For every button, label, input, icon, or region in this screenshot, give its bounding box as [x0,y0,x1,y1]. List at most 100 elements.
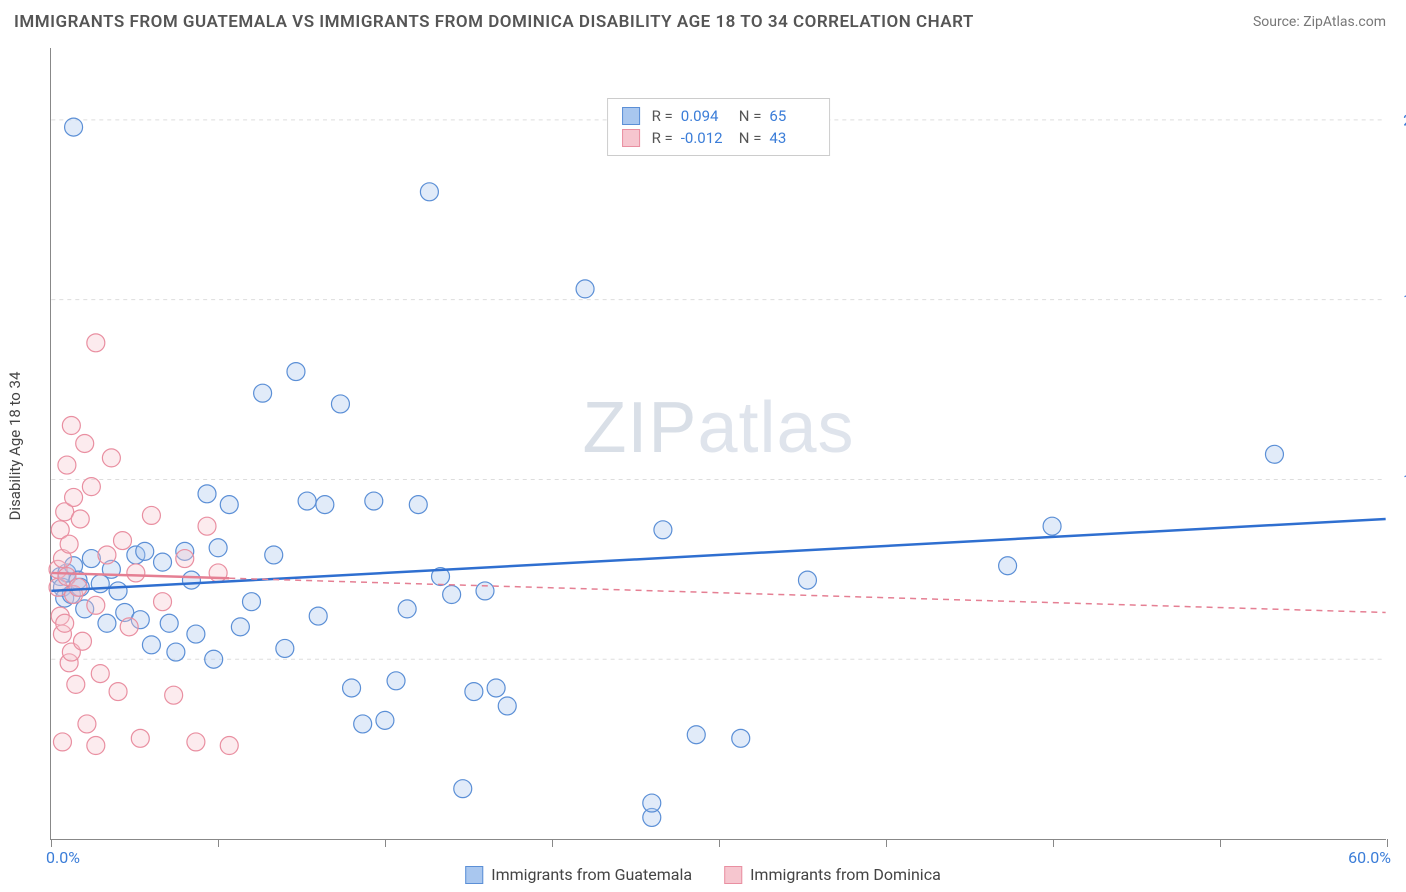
data-point [205,650,223,668]
stats-row-dominica: R = -0.012 N = 43 [622,127,816,149]
legend-label-dominica: Immigrants from Dominica [750,865,941,884]
x-tick [719,839,720,847]
x-tick [552,839,553,847]
data-point [732,729,750,747]
data-point [420,183,438,201]
source-credit: Source: ZipAtlas.com [1253,14,1386,30]
data-point [1265,445,1283,463]
n-label: N = [739,107,762,125]
series-legend: Immigrants from Guatemala Immigrants fro… [465,865,941,884]
legend-item-dominica: Immigrants from Dominica [724,865,941,884]
swatch-dominica [622,129,640,147]
chart-title: IMMIGRANTS FROM GUATEMALA VS IMMIGRANTS … [14,12,974,32]
data-point [73,632,91,650]
y-tick-label: 5.0% [1391,651,1406,670]
legend-item-guatemala: Immigrants from Guatemala [465,865,692,884]
data-point [209,539,227,557]
data-point [687,726,705,744]
data-point [576,280,594,298]
trend-line [51,519,1385,591]
data-point [82,478,100,496]
data-point [198,485,216,503]
x-tick [385,839,386,847]
data-point [220,737,238,755]
r-label: R = [652,107,673,125]
data-point [643,794,661,812]
data-point [98,614,116,632]
data-point [69,578,87,596]
data-point [231,618,249,636]
x-axis-max-label: 60.0% [1348,848,1391,867]
data-point [62,417,80,435]
data-point [454,780,472,798]
data-point [387,672,405,690]
swatch-dominica [724,866,742,884]
x-tick [886,839,887,847]
legend-label-guatemala: Immigrants from Guatemala [491,865,692,884]
data-point [798,571,816,589]
data-point [114,532,132,550]
data-point [142,506,160,524]
data-point [443,586,461,604]
data-point [1043,517,1061,535]
data-point [187,733,205,751]
data-point [254,384,272,402]
r-value-guatemala: 0.094 [681,107,727,125]
y-axis-label: Disability Age 18 to 34 [6,372,24,521]
data-point [365,492,383,510]
data-point [498,697,516,715]
stats-legend: R = 0.094 N = 65 R = -0.012 N = 43 [607,98,831,156]
data-point [220,496,238,514]
data-point [154,593,172,611]
r-label: R = [652,129,673,147]
data-point [65,118,83,136]
data-point [160,614,178,632]
data-point [287,363,305,381]
data-point [142,636,160,654]
data-point [53,733,71,751]
data-point [243,593,261,611]
data-point [465,683,483,701]
plot-area: ZIPatlas R = 0.094 N = 65 R = -0.012 N =… [50,48,1386,840]
data-point [354,715,372,733]
data-point [187,625,205,643]
y-tick-label: 10.0% [1391,471,1406,490]
data-point [476,582,494,600]
data-point [316,496,334,514]
data-point [67,675,85,693]
data-point [176,550,194,568]
data-point [120,618,138,636]
data-point [265,546,283,564]
n-value-dominica: 43 [769,129,815,147]
data-point [999,557,1017,575]
data-point [182,571,200,589]
data-point [87,596,105,614]
data-point [98,546,116,564]
n-value-guatemala: 65 [769,107,815,125]
r-value-dominica: -0.012 [681,129,727,147]
x-tick [51,839,52,847]
x-tick [218,839,219,847]
data-point [71,510,89,528]
data-point [165,686,183,704]
x-tick [1387,839,1388,847]
data-point [87,737,105,755]
data-point [65,488,83,506]
data-point [309,607,327,625]
data-point [276,639,294,657]
data-point [398,600,416,618]
data-point [487,679,505,697]
swatch-guatemala [465,866,483,884]
scatter-svg [51,48,1386,839]
data-point [56,614,74,632]
y-tick-label: 15.0% [1391,291,1406,310]
data-point [127,564,145,582]
correlation-chart: IMMIGRANTS FROM GUATEMALA VS IMMIGRANTS … [0,0,1406,892]
x-tick [1053,839,1054,847]
data-point [102,449,120,467]
x-axis-min-label: 0.0% [46,848,80,867]
swatch-guatemala [622,107,640,125]
data-point [654,521,672,539]
data-point [82,550,100,568]
data-point [131,729,149,747]
